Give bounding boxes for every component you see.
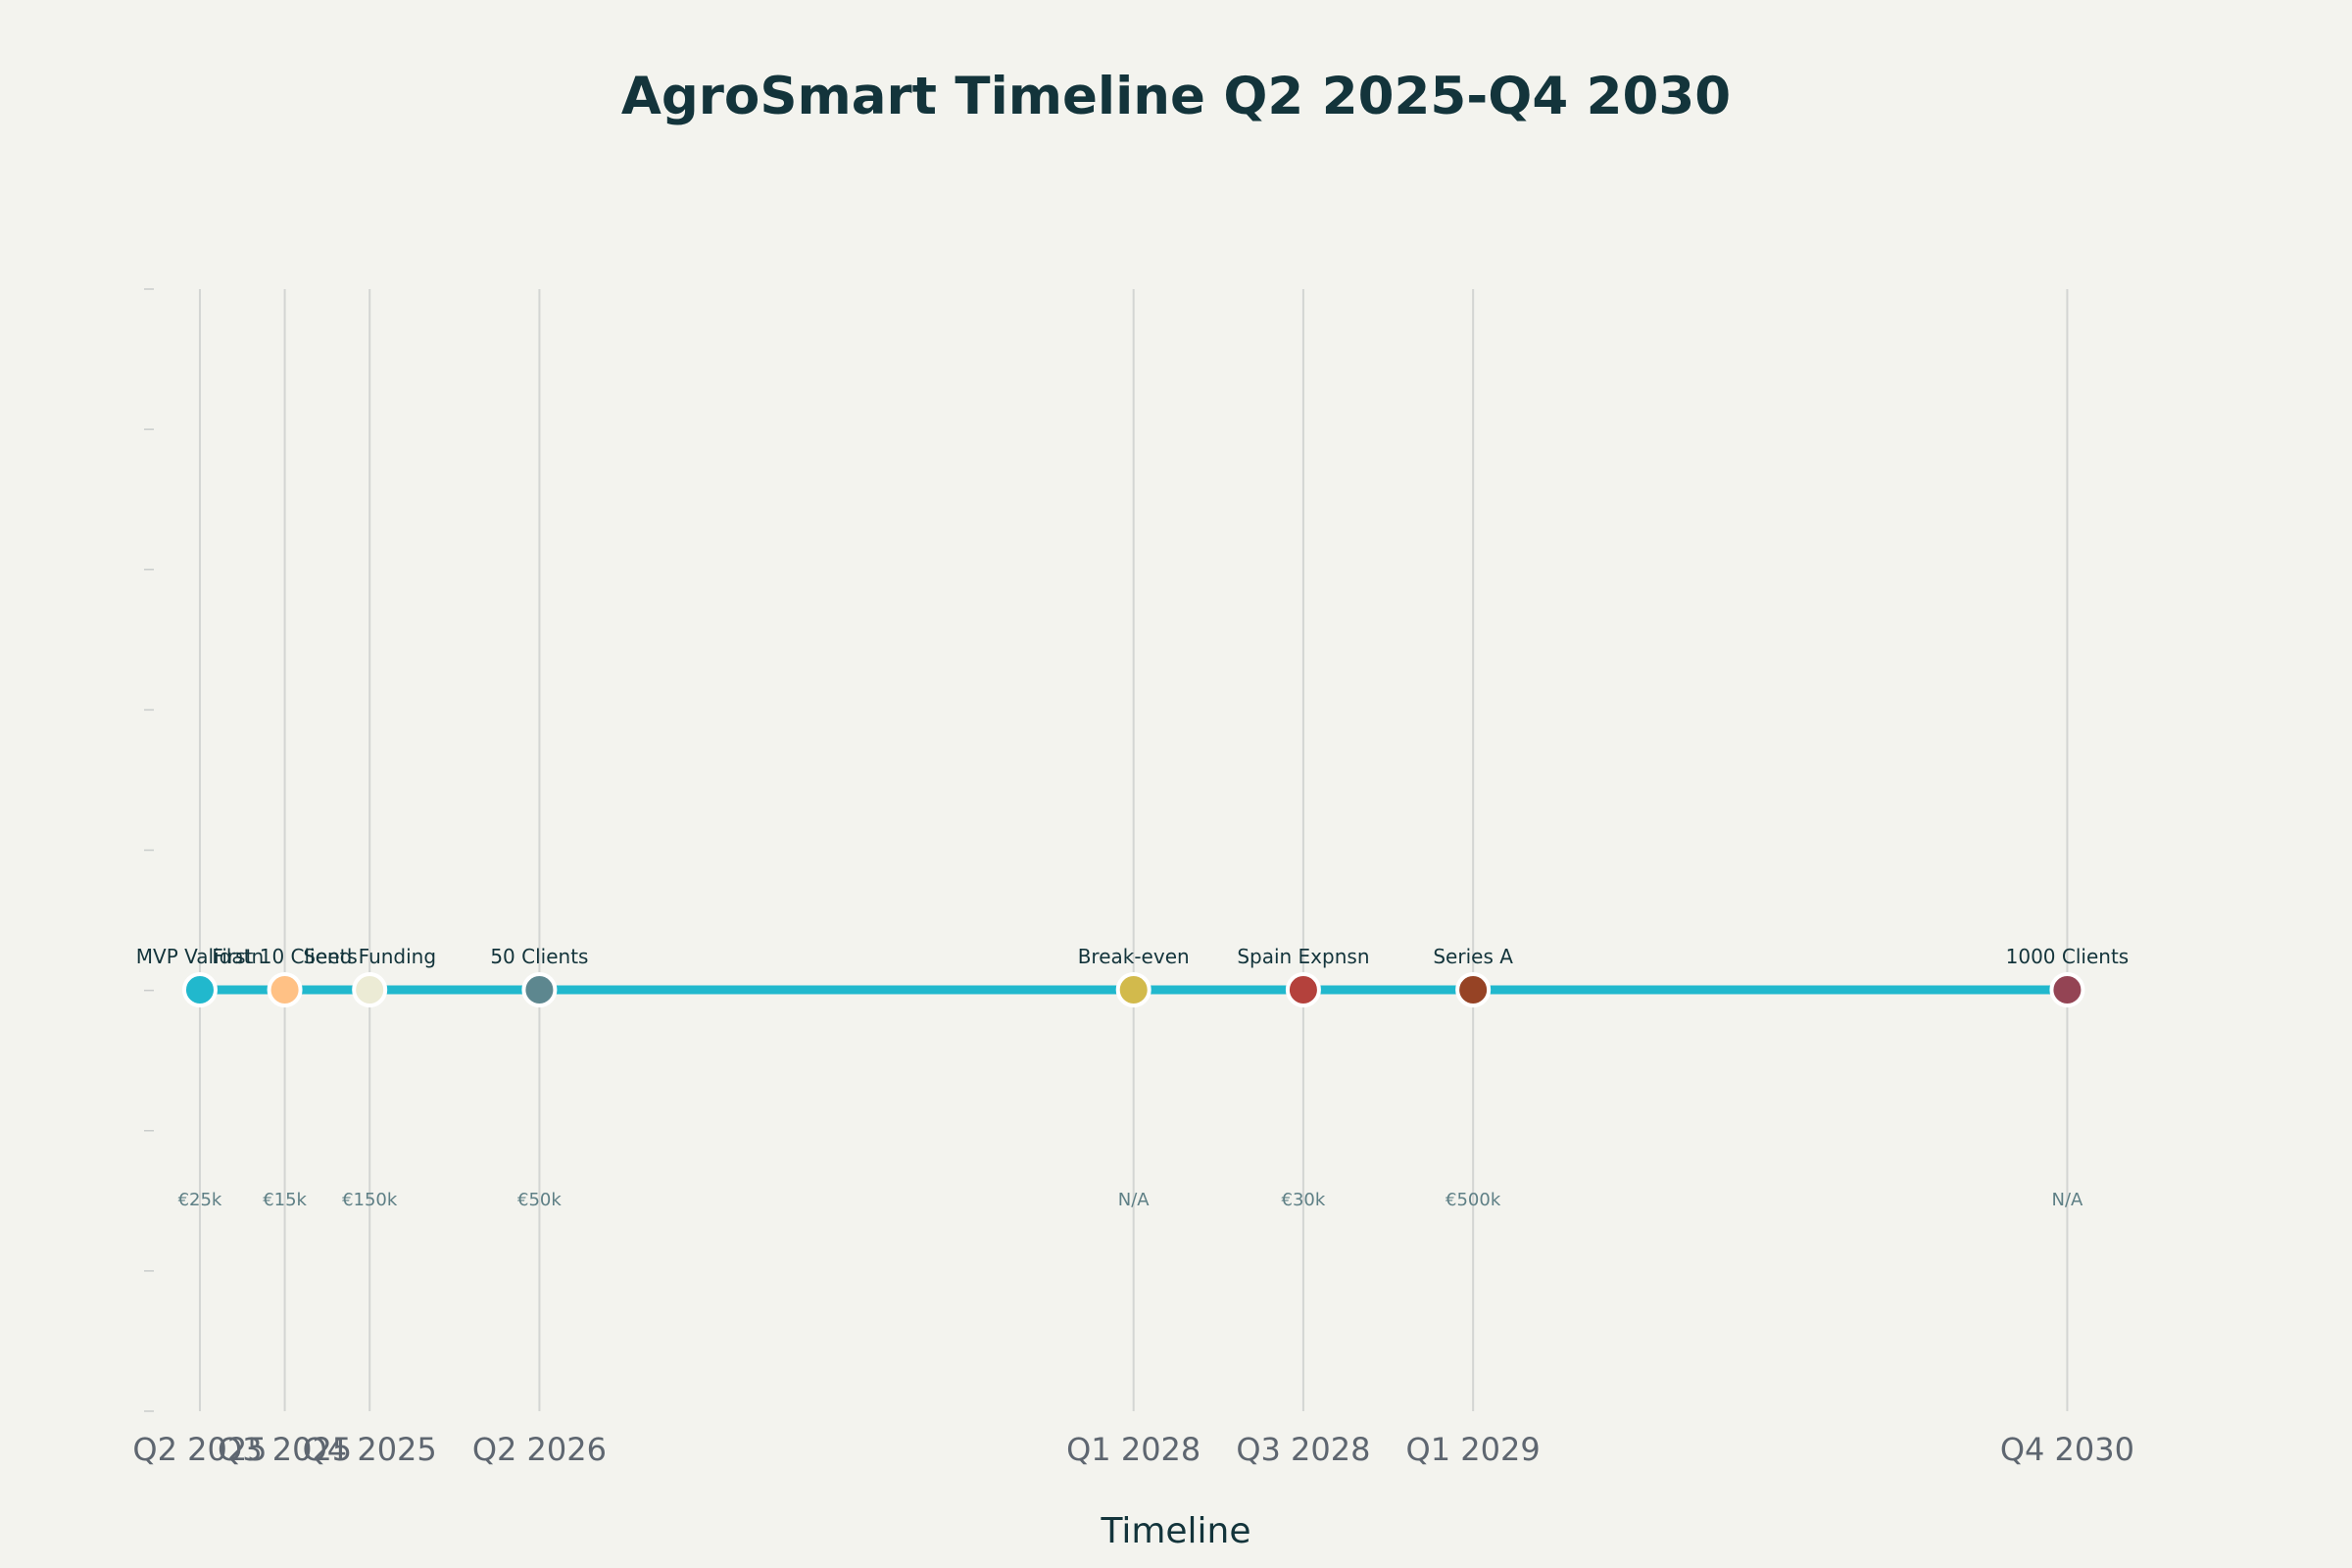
milestone-label: Series A bbox=[1433, 945, 1513, 968]
milestone-marker bbox=[2049, 972, 2085, 1007]
milestone-label: First 10 Clients bbox=[212, 945, 358, 968]
milestone-marker bbox=[267, 972, 303, 1007]
funding-labels: €25k €15k €150k €50k N/A €30k €500k N/A bbox=[178, 1190, 2083, 1210]
x-tick-label: Q3 2028 bbox=[1236, 1431, 1370, 1468]
funding-label: N/A bbox=[2051, 1190, 2083, 1210]
funding-label: €50k bbox=[517, 1190, 562, 1210]
milestone-marker bbox=[1285, 972, 1321, 1007]
x-tick-label: Q3 2025 bbox=[218, 1431, 352, 1468]
funding-label: N/A bbox=[1118, 1190, 1151, 1210]
funding-label: €30k bbox=[1282, 1190, 1326, 1210]
x-tick-label: Q4 2030 bbox=[2000, 1431, 2134, 1468]
milestone-label: MVP Validatn bbox=[136, 945, 264, 968]
milestone-markers bbox=[181, 972, 2085, 1007]
x-tick-label: Q4 2025 bbox=[303, 1431, 437, 1468]
milestone-marker bbox=[521, 972, 558, 1007]
vertical-gridlines bbox=[198, 289, 2069, 1411]
milestone-marker bbox=[181, 972, 218, 1007]
chart-title: AgroSmart Timeline Q2 2025-Q4 2030 bbox=[621, 67, 1731, 126]
x-axis-title: Timeline bbox=[1100, 1511, 1250, 1551]
funding-label: €150k bbox=[342, 1190, 398, 1210]
x-tick-label: Q1 2029 bbox=[1406, 1431, 1541, 1468]
milestone-marker bbox=[1455, 972, 1492, 1007]
milestone-label: Break-even bbox=[1078, 945, 1190, 968]
x-tick-label: Q2 2026 bbox=[472, 1431, 607, 1468]
milestone-label: Spain Expnsn bbox=[1237, 945, 1369, 968]
funding-label: €25k bbox=[178, 1190, 222, 1210]
milestone-marker bbox=[352, 972, 388, 1007]
funding-label: €15k bbox=[263, 1190, 307, 1210]
y-axis-ticks bbox=[144, 288, 154, 1412]
funding-label: €500k bbox=[1446, 1190, 1501, 1210]
milestone-label: Seed Funding bbox=[303, 945, 436, 968]
milestone-marker bbox=[1115, 972, 1152, 1007]
x-tick-label: Q1 2028 bbox=[1066, 1431, 1200, 1468]
x-tick-label: Q2 2025 bbox=[132, 1431, 267, 1468]
milestone-label: 1000 Clients bbox=[2006, 945, 2130, 968]
milestone-label: 50 Clients bbox=[490, 945, 588, 968]
